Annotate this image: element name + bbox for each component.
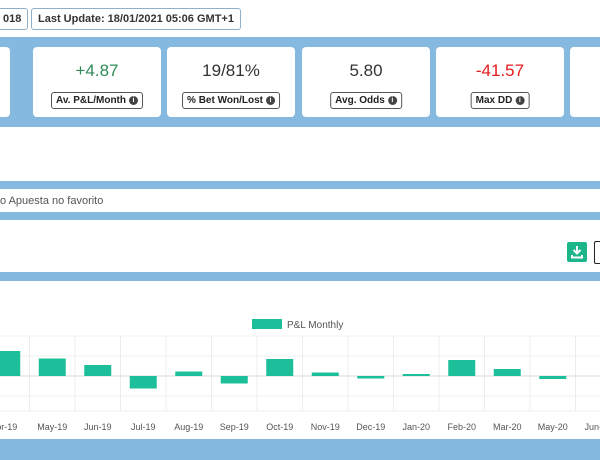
stat-label: Max DD i <box>470 92 530 109</box>
stat-card-partial-left <box>0 47 10 117</box>
bar-Feb-20 <box>448 360 476 376</box>
x-tick-label: Mar-20 <box>493 422 522 432</box>
stat-label: % Bet Won/Lost i <box>182 92 280 109</box>
x-tick-label: Jun-19 <box>84 422 112 432</box>
chart-bars <box>0 351 567 389</box>
x-tick-label: Aug-19 <box>174 422 203 432</box>
divider-band <box>0 272 600 281</box>
download-button[interactable] <box>567 242 587 262</box>
bottom-band <box>0 439 600 460</box>
filter-row: o Apuesta no favorito <box>0 189 600 212</box>
pl-monthly-chart: pr-19 May-19 Jun-19 Jul-19 Aug-19 Sep-19 Oct-1… <box>0 319 600 432</box>
year-badge: 018 <box>0 8 29 30</box>
last-update-badge: Last Update: 18/01/2021 05:06 GMT+1 <box>31 8 241 30</box>
info-icon: i <box>265 95 275 105</box>
chart-grid <box>0 335 600 412</box>
stat-card-bet-won-lost: 19/81% % Bet Won/Lost i <box>167 47 295 117</box>
x-tick-label: Oct-19 <box>266 422 293 432</box>
x-tick-label: Nov-19 <box>311 422 340 432</box>
stat-card-avg-odds: 5.80 Avg. Odds i <box>302 47 430 117</box>
legend-swatch <box>252 319 282 329</box>
x-tick-label: pr-19 <box>0 422 17 432</box>
bar-Mar-20 <box>493 369 521 376</box>
stat-card-partial-right <box>570 47 600 117</box>
bar-Sep-19 <box>220 376 248 384</box>
stat-value: -41.57 <box>475 61 525 80</box>
stat-card-max-dd: -41.57 Max DD i <box>436 47 564 117</box>
x-tick-label: May-19 <box>37 422 67 432</box>
x-tick-label: Dec-19 <box>356 422 385 432</box>
stat-label: Av. P&L/Month i <box>51 92 143 109</box>
x-tick-label: Feb-20 <box>447 422 476 432</box>
chart-x-ticks: pr-19 May-19 Jun-19 Jul-19 Aug-19 Sep-19 Oct-1… <box>0 422 600 432</box>
bar-Jan-20 <box>402 374 430 376</box>
bar-Apr-19 <box>0 351 21 376</box>
stat-label: Avg. Odds i <box>330 92 402 109</box>
bar-May-19 <box>38 358 66 376</box>
divider-band <box>0 212 600 220</box>
stat-value: 5.80 <box>349 61 383 80</box>
info-icon: i <box>515 95 525 105</box>
bar-Jun-19 <box>84 365 112 376</box>
bar-Jul-19 <box>129 376 157 389</box>
x-tick-label: Jun-20 <box>584 422 600 432</box>
stat-value: 19/81% <box>202 61 260 80</box>
x-tick-label: Jan-20 <box>402 422 430 432</box>
bar-Nov-19 <box>311 372 339 376</box>
x-tick-label: Jul-19 <box>131 422 156 432</box>
info-icon: i <box>387 95 397 105</box>
x-tick-label: Sep-19 <box>220 422 249 432</box>
download-icon <box>571 246 583 259</box>
chart-panel: pr-19 May-19 Jun-19 Jul-19 Aug-19 Sep-19 Oct-1… <box>0 281 600 439</box>
secondary-button[interactable] <box>594 241 600 264</box>
x-tick-label: May-20 <box>538 422 568 432</box>
bar-Aug-19 <box>175 371 203 376</box>
filter-text: o Apuesta no favorito <box>0 195 104 207</box>
divider-band <box>0 181 600 189</box>
bar-Dec-19 <box>357 376 385 379</box>
info-icon: i <box>129 95 138 105</box>
stat-value: +4.87 <box>75 61 119 80</box>
bar-May-20 <box>539 376 567 379</box>
stat-card-avg-pl: +4.87 Av. P&L/Month i <box>33 47 161 117</box>
legend-label: P&L Monthly <box>287 320 343 331</box>
bar-Oct-19 <box>266 359 294 376</box>
